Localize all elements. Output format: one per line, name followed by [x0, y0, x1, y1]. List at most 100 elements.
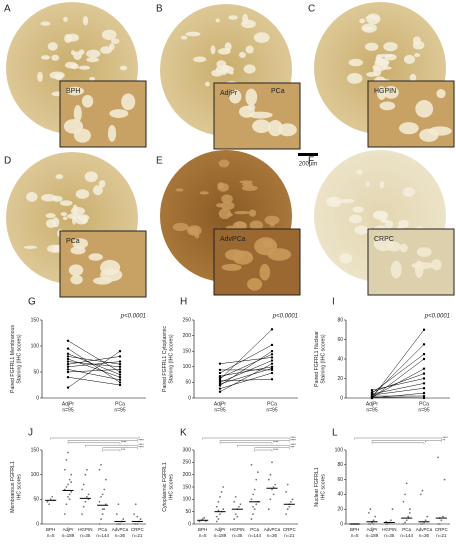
n-label: n=21 — [436, 533, 447, 538]
sig-bracket — [67, 440, 138, 442]
y-tick-label: 50 — [33, 369, 39, 375]
pair-line — [67, 350, 121, 388]
point — [408, 512, 411, 514]
point — [372, 523, 375, 525]
y-axis-label-line: Paired FGFRL1 Nuclear — [314, 331, 320, 387]
point — [66, 352, 70, 355]
y-axis-label-line: Nuclear FGFRL1 — [314, 467, 320, 506]
point — [70, 473, 73, 476]
point — [255, 478, 258, 481]
y-tick-label: 50 — [185, 380, 191, 386]
gland — [339, 198, 355, 204]
inset-gland — [399, 122, 419, 135]
panel-label: D — [4, 156, 11, 167]
point — [67, 483, 69, 486]
gland — [221, 194, 233, 204]
inset-gland — [267, 248, 292, 261]
n-label: n=95 — [266, 407, 277, 413]
y-tick-label: 0 — [36, 395, 39, 401]
gland — [84, 171, 98, 183]
inset-label: HGPIN — [374, 88, 396, 95]
y-tick-label: 150 — [183, 349, 192, 355]
pair-line — [371, 388, 425, 396]
pair-line — [67, 348, 121, 383]
gland — [241, 185, 258, 191]
gland — [239, 51, 246, 59]
gland — [172, 222, 189, 232]
point — [98, 500, 101, 503]
inset-gland — [416, 247, 432, 257]
y-axis-label-line: IHC scores — [169, 474, 175, 500]
point — [407, 515, 410, 518]
x-tick-label: AdjPr — [62, 401, 75, 407]
point — [252, 505, 254, 508]
point — [46, 500, 49, 503]
point — [101, 508, 104, 511]
gland — [70, 206, 86, 216]
sig-label: **** — [273, 441, 279, 445]
point — [66, 339, 70, 342]
point — [133, 523, 136, 525]
gland — [359, 18, 366, 24]
point — [67, 495, 69, 498]
pair-line — [219, 379, 273, 382]
y-tick-label: 60 — [337, 477, 343, 483]
point — [405, 482, 408, 485]
y-axis-label-line: IHC scores — [17, 474, 23, 500]
point — [219, 495, 221, 498]
y-tick-label: 40 — [337, 492, 343, 498]
n-label: n=144 — [248, 533, 261, 538]
point — [118, 381, 122, 384]
y-axis-label: Membranous FGFRL1IHC scores — [10, 461, 23, 513]
inset-gland — [383, 86, 399, 99]
inset-gland — [436, 89, 446, 99]
point — [86, 468, 88, 471]
point — [65, 458, 68, 461]
gland — [210, 45, 216, 55]
gland — [185, 31, 201, 37]
gland — [348, 58, 364, 67]
point — [438, 523, 441, 525]
gland — [377, 53, 393, 58]
inset-gland — [387, 241, 402, 252]
gland — [402, 187, 415, 197]
sig-bracket — [102, 447, 138, 450]
gland — [41, 55, 51, 60]
point — [66, 386, 70, 389]
point — [405, 519, 408, 522]
scale-bar — [298, 153, 318, 156]
point — [66, 370, 70, 374]
panel-label: K — [180, 428, 187, 439]
gland — [40, 21, 51, 26]
point — [250, 518, 253, 520]
n-label: n=95 — [114, 407, 125, 413]
gland — [175, 188, 184, 192]
point — [374, 515, 377, 518]
y-tick-label: 100 — [31, 343, 40, 349]
sig-bracket — [371, 442, 425, 445]
gland — [348, 214, 363, 224]
point — [117, 503, 120, 506]
point — [84, 500, 87, 503]
point — [68, 493, 71, 496]
panel-label: C — [308, 4, 315, 15]
y-axis-label-line: Staining (IHC scores) — [17, 334, 23, 384]
point — [51, 495, 54, 498]
point — [201, 518, 204, 520]
point — [220, 491, 223, 493]
pair-line — [219, 354, 273, 378]
y-axis-label-line: Membranous FGFRL1 — [10, 461, 16, 513]
x-tick-label: PCa — [402, 527, 411, 532]
gland — [63, 16, 68, 22]
gland — [362, 26, 374, 31]
y-axis-label: Paired FGFRL1 MembranousStaining (IHC sc… — [10, 325, 23, 393]
pair-line — [371, 378, 425, 391]
gland — [245, 45, 254, 54]
gland — [101, 29, 117, 40]
y-tick-label: 20 — [337, 507, 343, 513]
gland — [372, 211, 389, 220]
point — [286, 483, 289, 486]
region-label: PCa — [271, 88, 285, 95]
point — [86, 495, 88, 498]
n-label: n=5 — [47, 533, 55, 538]
